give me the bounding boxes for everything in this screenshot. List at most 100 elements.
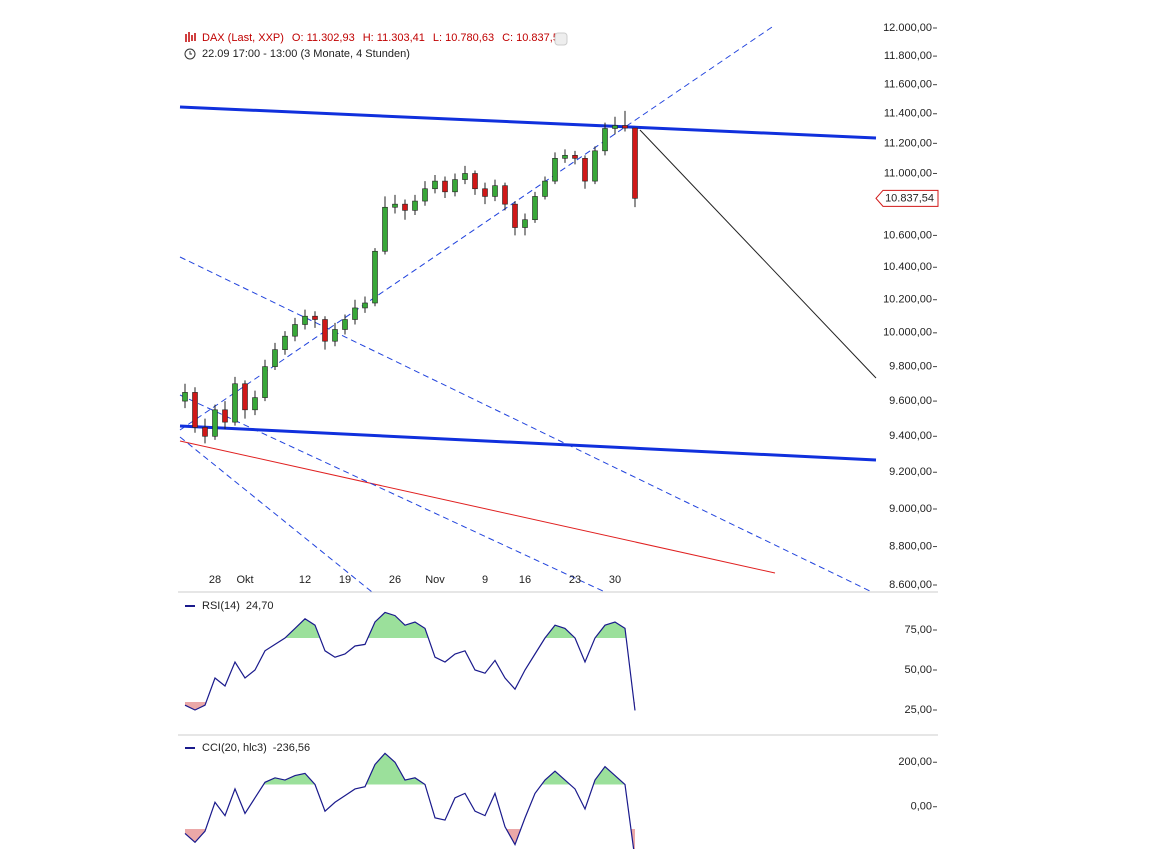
candle-body [472,173,478,190]
settings-button[interactable] [554,32,568,46]
candle-body [592,150,598,182]
candle-body [602,128,608,152]
y-tick-label: 8.800,00 [889,540,932,552]
channel-line [179,424,877,462]
y-tick-label: 9.000,00 [889,503,932,515]
y-tick-label: 25,00 [904,704,932,716]
candle-body [192,392,198,428]
y-tick-label: 9.200,00 [889,466,932,478]
candle-body [542,180,548,197]
clock-hand [189,51,192,55]
trend-line [179,436,373,592]
x-tick-label: 12 [299,574,311,586]
candle-body [282,335,288,350]
indicator-value: 24,70 [246,600,274,612]
channel-line [179,105,877,140]
x-tick-label: 30 [609,574,621,586]
ohlc-label: C: 10.837,54 [502,32,565,44]
subtitle: 22.09 17:00 - 13:00 (3 Monate, 4 Stunden… [202,48,410,60]
candle-body [262,366,268,398]
y-tick-label: 0,00 [911,801,932,813]
x-tick-label: Okt [236,574,253,586]
y-tick-label: 9.600,00 [889,395,932,407]
candle-body [492,185,498,197]
y-tick-label: 11.400,00 [884,108,932,120]
candle-body [442,180,448,193]
candle-body [612,125,618,129]
y-tick-label: 10.200,00 [883,294,932,306]
candle-body [312,315,318,320]
candle-body [582,158,588,182]
candle-body [252,397,258,411]
indicator [184,611,636,711]
candle-body [502,185,508,205]
overbought-area [263,753,625,785]
candle-body [422,188,428,202]
x-tick-label: 19 [339,574,351,586]
candle-body [232,383,238,423]
candle-body [522,219,528,228]
instrument: DAX (Last, XXP) [202,32,284,44]
candle-body [182,392,188,402]
candle-body [372,250,378,304]
candle-body [572,155,578,159]
candle-body [202,427,208,437]
indicator [184,752,635,849]
candle-body [482,188,488,197]
ohlc-label: L: 10.780,63 [433,32,494,44]
candle-body [332,329,338,342]
trend-line [179,440,776,574]
candle-body [302,315,308,325]
candle-body [352,307,358,320]
candle-body [552,158,558,182]
y-tick-label: 11.200,00 [884,137,932,149]
candle-body [562,155,568,159]
y-tick-label: 10.600,00 [883,229,932,241]
candle-body [532,196,538,221]
legend-header: DAX (Last, XXP) O: 11.302,93 H: 11.303,41 L… [202,32,565,44]
candle-body [462,173,468,180]
y-tick-label: 50,00 [904,664,932,676]
x-tick-label: 23 [569,574,581,586]
trend-line [179,394,606,592]
y-tick-label: 10.000,00 [883,327,932,339]
indicator-line [184,752,635,849]
indicator-name: CCI(20, hlc3) [202,742,267,754]
trend-line [179,256,873,592]
legend-icon [185,32,196,42]
drawings [179,24,877,592]
candle-body [342,319,348,330]
candle-body [292,324,298,337]
projection-line [639,129,877,379]
y-tick-label: 11.600,00 [884,79,932,91]
y-tick-label: 75,00 [904,624,932,636]
x-tick-label: 9 [482,574,488,586]
candle-body [322,319,328,342]
y-tick-label: 9.800,00 [889,361,932,373]
candle-body [432,180,438,190]
candle-body [512,203,518,228]
candle-body [392,203,398,208]
y-tick-label: 8.600,00 [889,579,932,591]
candle-body [452,179,458,193]
candle-body [272,349,278,367]
candle-body [632,127,638,199]
candles [182,110,638,444]
x-tick-label: 28 [209,574,221,586]
y-tick-label: 10.400,00 [883,261,932,273]
y-tick-label: 200,00 [898,756,932,768]
candle-body [222,409,228,423]
trend-line [179,24,776,431]
indicator-name: RSI(14) [202,600,240,612]
overbought-area [185,612,635,638]
candle-body [382,206,388,252]
x-tick-label: 26 [389,574,401,586]
price-marker [875,189,939,207]
indicator-line [184,611,636,711]
y-tick-label: 11.000,00 [884,167,932,179]
ohlc-label: O: 11.302,93 [292,32,355,44]
ohlc-label: H: 11.303,41 [363,32,425,44]
indicator-value: -236,56 [273,742,310,754]
candle-body [412,200,418,211]
